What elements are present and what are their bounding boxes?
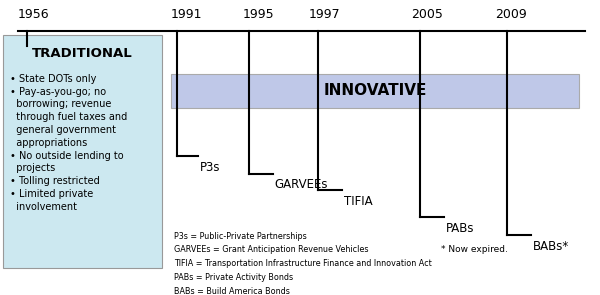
Text: BABs = Build America Bonds: BABs = Build America Bonds bbox=[174, 287, 290, 295]
Text: 1995: 1995 bbox=[243, 8, 275, 21]
Text: 2009: 2009 bbox=[495, 8, 527, 21]
Text: TIFIA: TIFIA bbox=[344, 195, 373, 208]
Text: INNOVATIVE: INNOVATIVE bbox=[323, 83, 427, 98]
Text: GARVEEs: GARVEEs bbox=[275, 178, 328, 191]
Text: P3s: P3s bbox=[200, 161, 220, 174]
Text: 2005: 2005 bbox=[411, 8, 443, 21]
FancyBboxPatch shape bbox=[171, 74, 579, 108]
Text: 1956: 1956 bbox=[18, 8, 50, 21]
Text: PABs = Private Activity Bonds: PABs = Private Activity Bonds bbox=[174, 273, 293, 282]
Text: * Now expired.: * Now expired. bbox=[441, 245, 508, 255]
Text: TRADITIONAL: TRADITIONAL bbox=[32, 47, 133, 60]
Text: TIFIA = Transportation Infrastructure Finance and Innovation Act: TIFIA = Transportation Infrastructure Fi… bbox=[174, 259, 432, 268]
Text: 1997: 1997 bbox=[309, 8, 341, 21]
Text: PABs: PABs bbox=[446, 222, 475, 235]
Text: P3s = Public-Private Partnerships: P3s = Public-Private Partnerships bbox=[174, 232, 307, 241]
Text: 1991: 1991 bbox=[171, 8, 202, 21]
Text: BABs*: BABs* bbox=[533, 240, 569, 253]
Text: • State DOTs only
• Pay-as-you-go; no
  borrowing; revenue
  through fuel taxes : • State DOTs only • Pay-as-you-go; no bo… bbox=[10, 74, 127, 212]
Text: GARVEEs = Grant Anticipation Revenue Vehicles: GARVEEs = Grant Anticipation Revenue Veh… bbox=[174, 245, 368, 255]
FancyBboxPatch shape bbox=[3, 35, 162, 268]
